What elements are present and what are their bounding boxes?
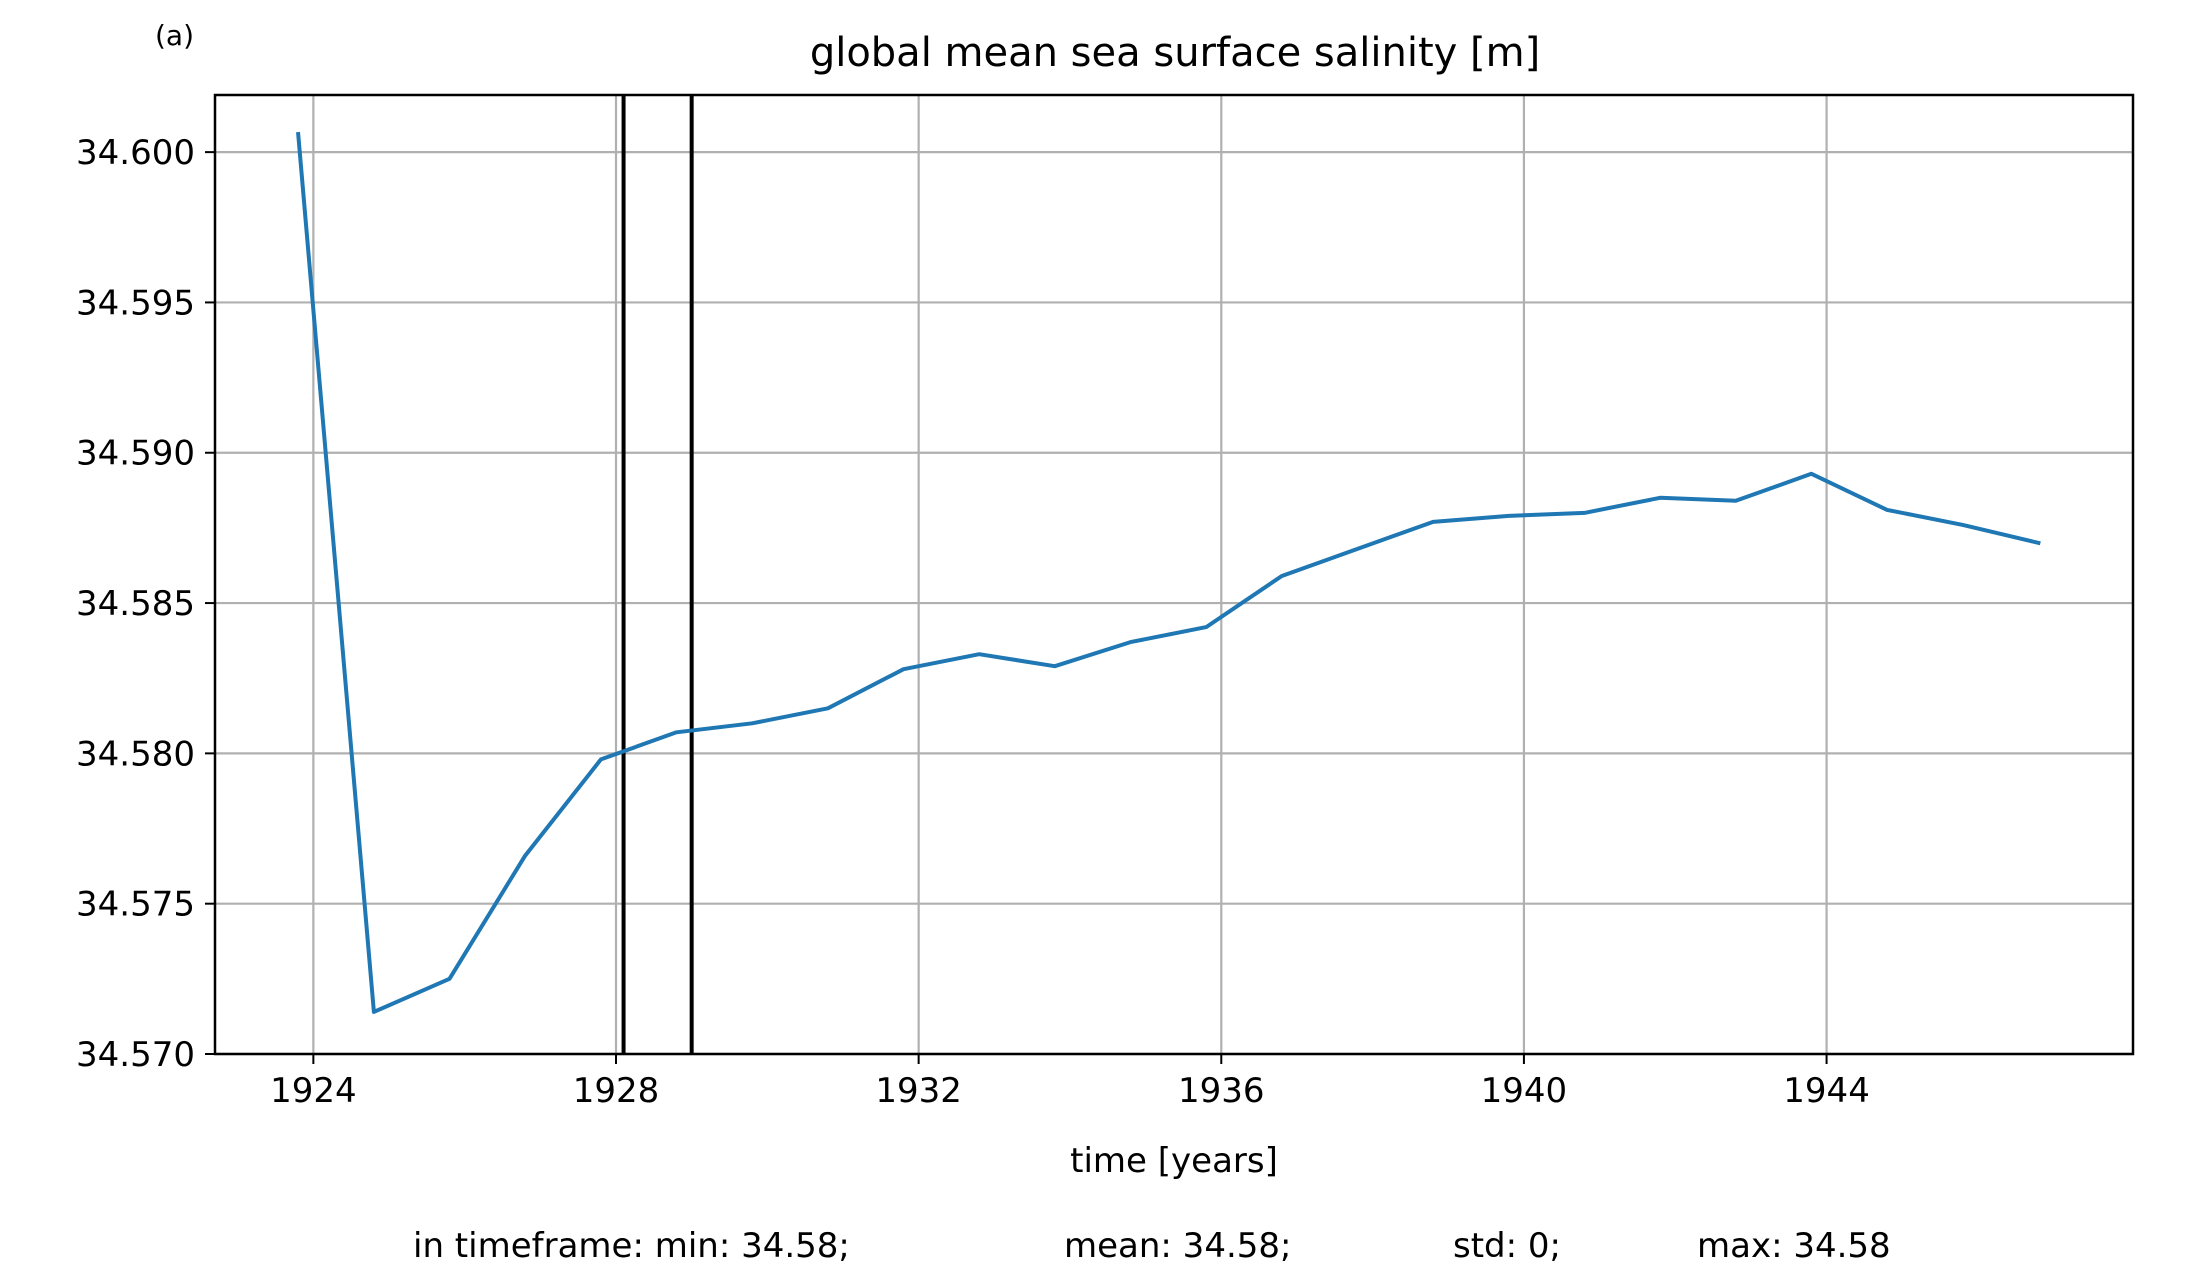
y-tick-label: 34.590 [76,434,195,474]
y-tick-label: 34.575 [76,885,195,925]
footer-min: in timeframe: min: 34.58; [413,1226,850,1263]
x-axis-ticks: 1924 1928 1932 1936 1940 1944 [270,1054,1870,1111]
x-tick-label: 1928 [573,1071,660,1111]
x-tick-label: 1924 [270,1071,357,1111]
event-lines [621,95,694,1054]
series-line [296,131,2041,1014]
x-axis-label: time [years] [1070,1141,1278,1181]
footer-max: max: 34.58 [1697,1226,1891,1263]
series-group [296,131,2041,1014]
y-tick-label: 34.600 [76,133,195,173]
x-tick-label: 1940 [1481,1071,1568,1111]
y-tick-label: 34.595 [76,283,195,323]
y-tick-label: 34.570 [76,1035,195,1075]
y-axis-ticks: 34.570 34.575 34.580 34.585 34.590 34.595 34.6… [76,133,215,1075]
footer-mean: mean: 34.58; [1064,1226,1291,1263]
x-tick-label: 1932 [875,1071,962,1111]
y-tick-label: 34.585 [76,584,195,624]
plot-frame [213,93,2135,1056]
chart-title: global mean sea surface salinity [m] [810,30,1540,76]
footer-std: std: 0; [1453,1226,1561,1263]
panel-label: (a) [155,19,194,52]
x-tick-label: 1944 [1783,1071,1870,1111]
x-tick-label: 1936 [1178,1071,1265,1111]
y-tick-label: 34.580 [76,734,195,774]
grid [215,95,2133,1056]
